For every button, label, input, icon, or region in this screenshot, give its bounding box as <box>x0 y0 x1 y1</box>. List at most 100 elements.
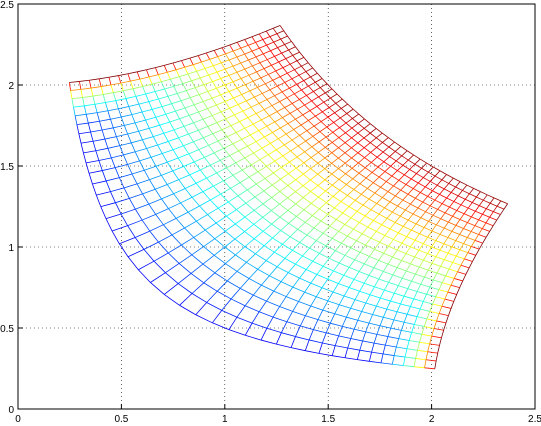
y-tick-label: 0.5 <box>0 324 14 335</box>
mesh-line <box>167 157 179 163</box>
mesh-line <box>451 240 457 248</box>
mesh-line <box>209 56 218 60</box>
mesh-line <box>145 116 156 121</box>
mesh-line <box>346 113 353 119</box>
mesh-line <box>288 173 296 181</box>
mesh-line <box>78 133 82 144</box>
mesh-line <box>229 104 239 109</box>
mesh-line <box>123 151 136 156</box>
mesh-line <box>455 186 463 191</box>
mesh-line <box>348 259 355 268</box>
mesh-line <box>389 156 397 162</box>
mesh-line <box>361 302 367 312</box>
mesh-line <box>244 238 255 247</box>
mesh-line <box>143 249 155 262</box>
mesh-line <box>408 219 417 225</box>
mesh-line <box>157 74 162 82</box>
mesh-line <box>266 327 282 334</box>
mesh-line <box>354 328 366 333</box>
mesh-line <box>193 137 204 143</box>
mesh-line <box>295 336 310 341</box>
mesh-line <box>139 76 150 80</box>
mesh-line <box>228 201 237 210</box>
mesh-line <box>317 185 326 192</box>
mesh-line <box>277 82 285 87</box>
mesh-line <box>334 207 343 214</box>
mesh-line <box>305 261 314 270</box>
mesh-line <box>325 245 336 252</box>
mesh-line <box>393 319 405 323</box>
mesh-line <box>302 247 310 257</box>
mesh-line <box>115 198 130 204</box>
mesh-line <box>335 212 343 220</box>
mesh-line <box>312 131 321 137</box>
mesh-line <box>478 234 487 238</box>
mesh-line <box>383 252 393 258</box>
mesh-line <box>340 103 348 109</box>
mesh-line <box>241 90 250 95</box>
mesh-line <box>204 157 211 166</box>
mesh-line <box>389 195 396 203</box>
mesh-line <box>439 194 447 199</box>
mesh-line <box>155 113 166 118</box>
mesh-line <box>338 255 346 264</box>
mesh-line <box>141 108 153 113</box>
mesh-line <box>443 243 453 248</box>
mesh-line <box>339 122 347 128</box>
mesh-line <box>354 259 365 265</box>
mesh-line <box>327 291 334 302</box>
mesh-line <box>244 157 252 166</box>
mesh-line <box>236 305 246 318</box>
mesh-line <box>188 129 199 135</box>
mesh-line <box>216 104 222 113</box>
mesh-line <box>275 70 281 77</box>
mesh-line <box>426 293 436 298</box>
mesh-line <box>466 184 474 189</box>
mesh-line <box>305 140 313 148</box>
mesh-line <box>396 260 402 268</box>
mesh-line <box>424 276 434 281</box>
mesh-line <box>178 174 190 181</box>
mesh-line <box>148 203 157 215</box>
mesh-line <box>333 262 340 272</box>
mesh-line <box>276 149 284 157</box>
mesh-line <box>159 125 165 134</box>
mesh-line <box>382 263 389 272</box>
mesh-line <box>201 61 206 69</box>
mesh-line <box>354 200 364 206</box>
mesh-line <box>198 94 204 102</box>
mesh-line <box>100 86 104 95</box>
mesh-line <box>346 308 351 318</box>
mesh-line <box>326 202 335 209</box>
mesh-line <box>161 170 173 176</box>
mesh-line <box>94 104 98 113</box>
mesh-line <box>448 308 452 316</box>
mesh-line <box>317 309 324 320</box>
mesh-line <box>320 83 328 88</box>
mesh-line <box>198 126 208 131</box>
mesh-line <box>237 189 248 197</box>
mesh-line <box>350 338 363 342</box>
mesh-line <box>443 188 452 193</box>
mesh-line <box>268 70 276 75</box>
mesh-line <box>237 39 245 43</box>
mesh-line <box>287 185 296 192</box>
mesh-line <box>207 122 218 127</box>
mesh-line <box>170 76 180 80</box>
mesh-line <box>389 201 398 207</box>
mesh-line <box>382 137 389 143</box>
mesh-line <box>358 172 367 179</box>
mesh-line <box>316 274 328 280</box>
mesh-line <box>358 113 365 120</box>
mesh-line <box>293 129 300 136</box>
mesh-line <box>401 155 409 161</box>
mesh-line <box>311 96 319 102</box>
mesh-line <box>169 121 175 131</box>
mesh-line <box>373 220 382 226</box>
mesh-line <box>452 215 461 220</box>
mesh-line <box>302 173 311 181</box>
mesh-line <box>349 267 360 272</box>
mesh-line <box>313 220 322 229</box>
mesh-line <box>432 209 438 216</box>
mesh-line <box>471 210 476 218</box>
